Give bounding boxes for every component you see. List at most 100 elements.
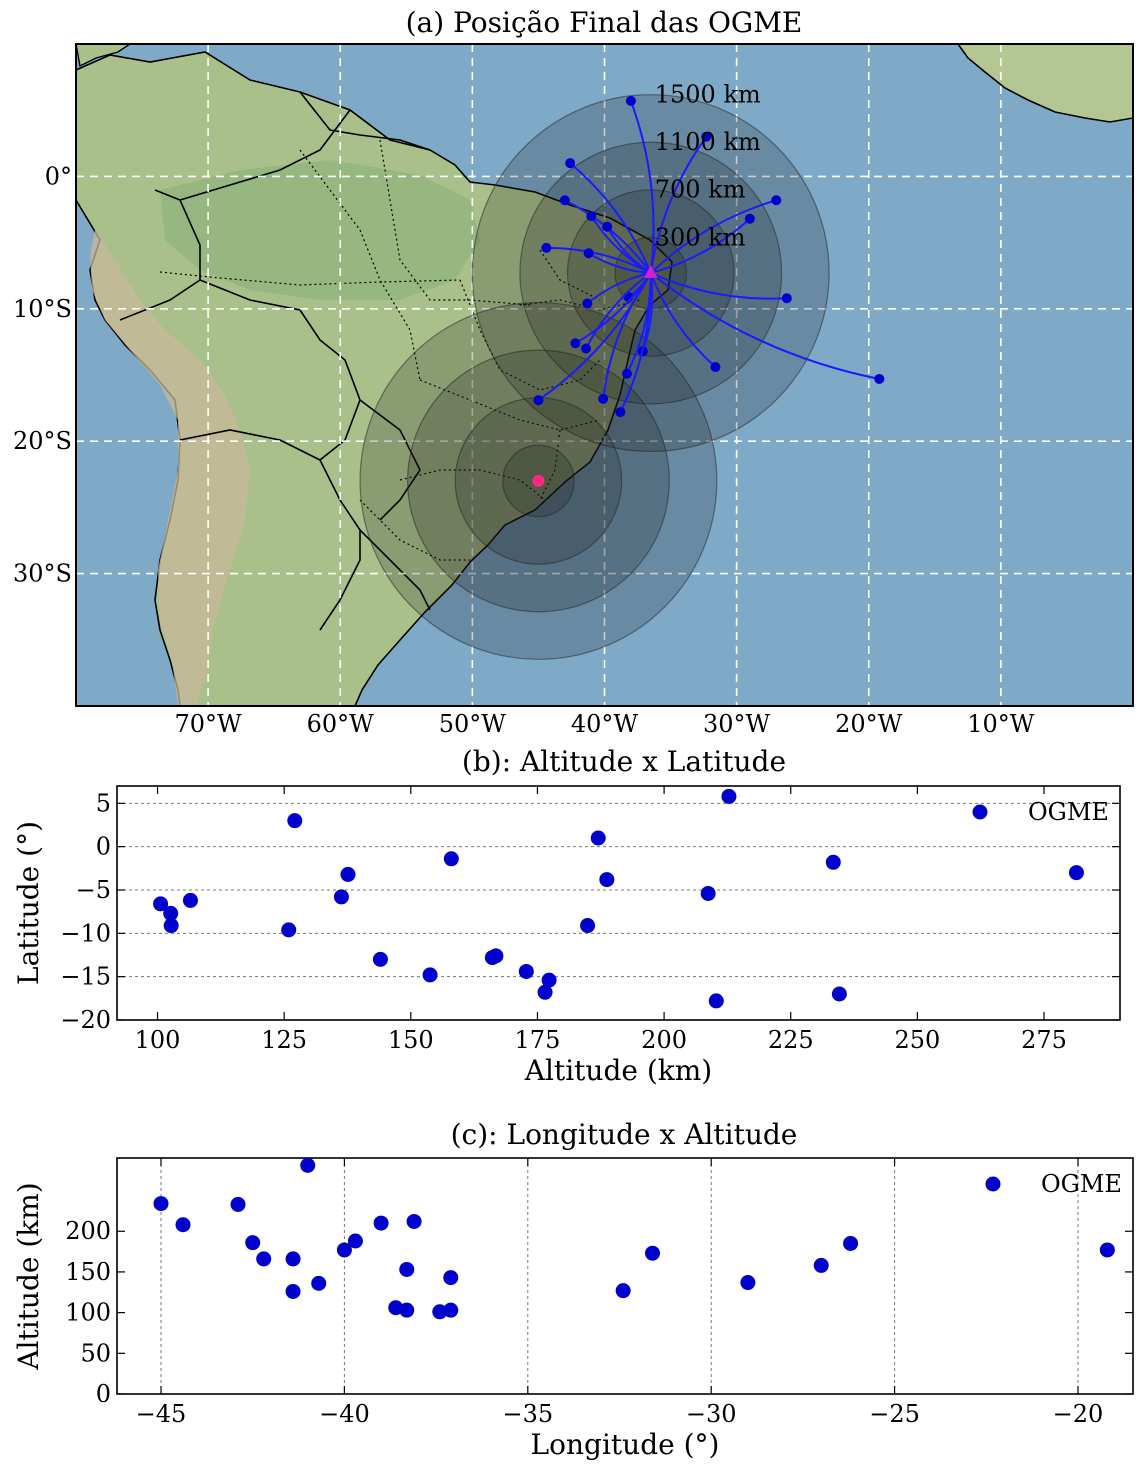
x-tick-label: −35	[502, 1400, 553, 1428]
x-tick-label: 275	[1021, 1026, 1067, 1054]
panel-b-title: (b): Altitude x Latitude	[462, 745, 786, 778]
final-position-point	[533, 395, 544, 406]
data-point	[300, 1157, 316, 1173]
trajectory-line	[588, 252, 651, 275]
data-point	[700, 885, 716, 901]
data-point	[590, 830, 606, 846]
data-point	[230, 1196, 246, 1212]
map-lat-tick-label: 0°	[45, 162, 72, 190]
data-point	[399, 1302, 415, 1318]
final-position-point	[586, 211, 597, 222]
final-position-point	[581, 343, 592, 354]
trajectories	[532, 95, 885, 487]
data-point	[615, 1283, 631, 1299]
final-position-point	[541, 242, 552, 253]
data-point	[432, 1304, 448, 1320]
data-point	[340, 866, 356, 882]
panel-c-title: (c): Longitude x Altitude	[451, 1118, 798, 1151]
final-position-point	[625, 95, 636, 106]
africa-land	[957, 44, 1133, 123]
y-axis-label: Latitude (°)	[12, 821, 45, 985]
trajectory-line	[650, 272, 880, 380]
data-point	[599, 872, 615, 888]
data-point	[347, 1233, 363, 1249]
data-point	[311, 1275, 327, 1291]
y-axis-label: Altitude (km)	[12, 1182, 45, 1370]
caribbean-land	[76, 44, 132, 68]
panel-c: −45 −40 −35 −30 −25 −20 0 50 100 150 200 Longitude …	[12, 1157, 1134, 1461]
data-point	[645, 1245, 661, 1261]
data-point	[721, 788, 737, 804]
data-point	[708, 993, 724, 1009]
data-point	[406, 1213, 422, 1229]
data-point	[518, 963, 534, 979]
final-position-point	[701, 131, 712, 142]
data-point	[443, 1302, 459, 1318]
ring-label: 1100 km	[655, 128, 761, 156]
map-frame	[75, 43, 1134, 707]
data-point	[831, 986, 847, 1002]
data-point	[373, 1215, 389, 1231]
map-lon-tick-label: 60°W	[307, 710, 375, 738]
amazon-lowland	[160, 160, 480, 300]
trajectory-line	[649, 136, 708, 274]
data-point	[537, 984, 553, 1000]
trajectory-line	[649, 272, 717, 368]
trajectory-line	[650, 199, 777, 274]
data-point	[182, 892, 198, 908]
map-lon-tick-label: 20°W	[835, 710, 903, 738]
trajectory-line	[650, 218, 751, 275]
trajectory-line	[586, 272, 651, 305]
y-tick-label: −15	[60, 963, 111, 991]
legend-label: OGME	[1041, 1170, 1122, 1198]
y-tick-label: −20	[60, 1006, 111, 1034]
ring-label: 700 km	[655, 176, 746, 204]
data-point	[163, 918, 179, 934]
final-position-point	[565, 158, 576, 169]
x-tick-label: 200	[641, 1026, 687, 1054]
map-lon-tick-label: 30°W	[703, 710, 771, 738]
trajectory-line	[619, 273, 652, 413]
data-point	[256, 1251, 272, 1267]
data-point	[1068, 865, 1084, 881]
x-tick-label: 175	[515, 1026, 561, 1054]
x-tick-label: −30	[686, 1400, 737, 1428]
data-point	[443, 851, 459, 867]
y-tick-label: 150	[65, 1258, 111, 1286]
x-tick-label: 150	[388, 1026, 434, 1054]
ring-label: 1500 km	[655, 80, 761, 108]
final-position-point	[710, 362, 721, 373]
data-point	[813, 1257, 829, 1273]
map-lon-tick-label: 10°W	[967, 710, 1035, 738]
data-point	[580, 918, 596, 934]
map-lat-tick-label: 30°S	[13, 560, 72, 588]
x-axis-label: Longitude (°)	[531, 1428, 720, 1461]
y-tick-label: 0	[96, 1380, 111, 1408]
data-point	[825, 854, 841, 870]
data-point	[336, 1242, 352, 1258]
data-point	[372, 951, 388, 967]
trajectory-line	[602, 272, 652, 399]
data-point	[287, 813, 303, 829]
y-tick-label: 200	[65, 1217, 111, 1245]
map-lon-tick-label: 70°W	[175, 710, 243, 738]
y-tick-label: 0	[96, 833, 111, 861]
trajectory-line	[585, 272, 652, 349]
plot-frame	[116, 1157, 1134, 1395]
trajectory-line	[564, 199, 652, 274]
final-position-point	[615, 407, 626, 418]
data-point	[281, 922, 297, 938]
trajectory-line	[546, 246, 652, 274]
map-grid	[76, 44, 1133, 706]
legend-marker	[972, 804, 988, 820]
map-title: (a) Posição Final das OGME	[406, 6, 803, 39]
data-point	[285, 1251, 301, 1267]
x-tick-label: 100	[135, 1026, 181, 1054]
ring-label: 300 km	[655, 223, 746, 251]
x-axis-label: Altitude (km)	[524, 1054, 712, 1087]
data-point	[153, 1196, 169, 1212]
data-point	[488, 948, 504, 964]
final-position-point	[582, 298, 593, 309]
x-tick-label: −25	[869, 1400, 920, 1428]
map-area: 1500 km 1100 km 700 km 300 km	[76, 44, 1133, 706]
